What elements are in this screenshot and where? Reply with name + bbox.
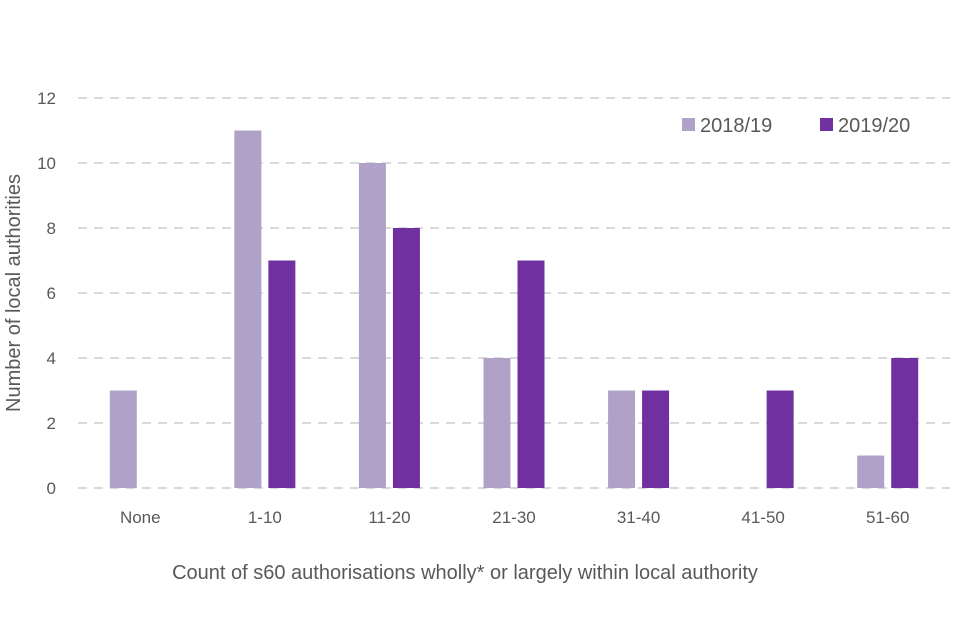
y-tick-label-12: 12	[37, 89, 56, 108]
bar-2019-20-41-50	[766, 390, 794, 488]
x-tick-label-41-50: 41-50	[741, 508, 784, 527]
x-tick-label-51-60: 51-60	[866, 508, 909, 527]
gridlines	[78, 97, 950, 489]
x-tick-label-11-20: 11-20	[368, 508, 410, 527]
bar-2018-19-21-30	[483, 358, 511, 488]
x-tick-label-21-30: 21-30	[492, 508, 535, 527]
bar-2018-19-11-20	[358, 163, 386, 488]
y-tick-label-8: 8	[47, 219, 56, 238]
bar-2018-19-1-10	[234, 130, 262, 488]
legend-label-2018-19: 2018/19	[700, 115, 772, 137]
x-tick-label-none: None	[120, 508, 161, 527]
bar-2019-20-51-60	[891, 358, 919, 488]
x-tick-label-31-40: 31-40	[617, 508, 660, 527]
bar-2019-20-31-40	[642, 390, 670, 488]
legend-label-2019-20: 2019/20	[838, 115, 910, 137]
y-axis-tick-labels: 0 2 4 6 8 10 12	[37, 89, 56, 498]
y-tick-label-2: 2	[47, 414, 56, 433]
bar-2018-19-31-40	[608, 390, 636, 488]
legend-swatch-2019-20	[820, 118, 833, 131]
bar-2018-19-51-60	[857, 455, 885, 488]
legend-swatch-2018-19	[682, 118, 695, 131]
y-tick-label-4: 4	[47, 349, 56, 368]
bar-2019-20-11-20	[392, 228, 420, 488]
bars	[109, 130, 919, 488]
legend: 2018/19 2019/20	[682, 115, 910, 137]
x-tick-label-1-10: 1-10	[248, 508, 282, 527]
y-tick-label-6: 6	[47, 284, 56, 303]
bar-2019-20-21-30	[517, 260, 545, 488]
bar-2018-19-none	[109, 390, 137, 488]
y-tick-label-0: 0	[47, 479, 56, 498]
x-axis-title: Count of s60 authorisations wholly* or l…	[172, 562, 758, 584]
x-axis-tick-labels: None 1-10 11-20 21-30 31-40 41-50 51-60	[120, 508, 909, 527]
bar-2019-20-1-10	[268, 260, 296, 488]
y-tick-label-10: 10	[37, 154, 56, 173]
y-axis-title: Number of local authorities	[3, 174, 25, 412]
